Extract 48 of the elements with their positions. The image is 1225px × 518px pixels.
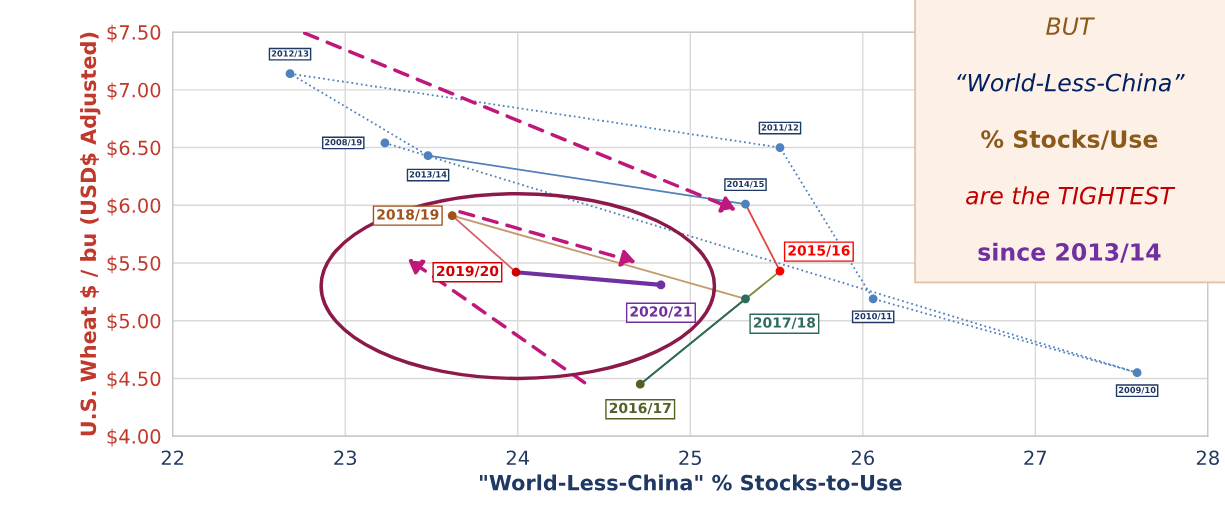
point (285, 69, 295, 79)
point (741, 199, 750, 209)
y-tick-label: $5.00 (107, 313, 161, 331)
annotation: 2008/19 (325, 139, 362, 147)
y-axis-title: U.S. Wheat $ / bu (USD$ Adjusted) (80, 32, 101, 436)
annotation: 2013/14 (409, 171, 447, 179)
point (1132, 368, 1142, 378)
x-tick-label: 27 (1024, 450, 1047, 465)
annotation: 2019/20 (437, 265, 499, 278)
x-tick-label: 24 (506, 450, 530, 465)
y-tick-label: $4.50 (107, 371, 161, 389)
x-tick-label: 25 (679, 450, 701, 466)
annotation: 2011/12 (761, 124, 799, 132)
annotation: 2010/11 (854, 312, 892, 320)
point (656, 280, 666, 290)
y-tick-label: $4.00 (107, 428, 161, 447)
annotation: 2015/16 (788, 245, 850, 257)
annotation: 2017/18 (753, 317, 816, 329)
annotation: 2020/21 (630, 306, 692, 318)
annotation: 2018/19 (377, 209, 439, 221)
point (635, 379, 645, 389)
y-tick-label: $5.50 (107, 255, 161, 274)
annotation: “World-Less-China” (957, 73, 1185, 92)
x-axis-title: "World-Less-China" % Stocks-to-Use (480, 474, 902, 491)
annotation: 2009/10 (1118, 386, 1156, 394)
y-tick-label: $7.50 (107, 24, 161, 43)
point (741, 294, 750, 304)
annotation: BUT (1046, 17, 1095, 36)
y-tick-label: $6.50 (107, 140, 161, 158)
x-tick-label: 23 (334, 450, 357, 466)
point (775, 266, 785, 276)
point (868, 294, 878, 304)
annotation: since 2013/14 (978, 242, 1161, 263)
annotation: % Stocks/Use (981, 129, 1158, 150)
annotation: 2012/13 (271, 50, 309, 58)
point (380, 138, 390, 148)
point (423, 151, 433, 161)
x-tick-label: 26 (851, 450, 874, 466)
y-tick-label: $7.00 (107, 82, 161, 101)
point (775, 143, 785, 152)
x-tick-label: 28 (1196, 450, 1219, 466)
point (447, 211, 457, 221)
annotation: 2014/15 (727, 180, 764, 188)
point (511, 267, 521, 277)
y-tick-label: $6.00 (107, 197, 161, 216)
annotation: 2016/17 (609, 402, 671, 415)
x-tick-label: 22 (161, 450, 184, 465)
annotation: are the TIGHTEST (966, 186, 1176, 205)
